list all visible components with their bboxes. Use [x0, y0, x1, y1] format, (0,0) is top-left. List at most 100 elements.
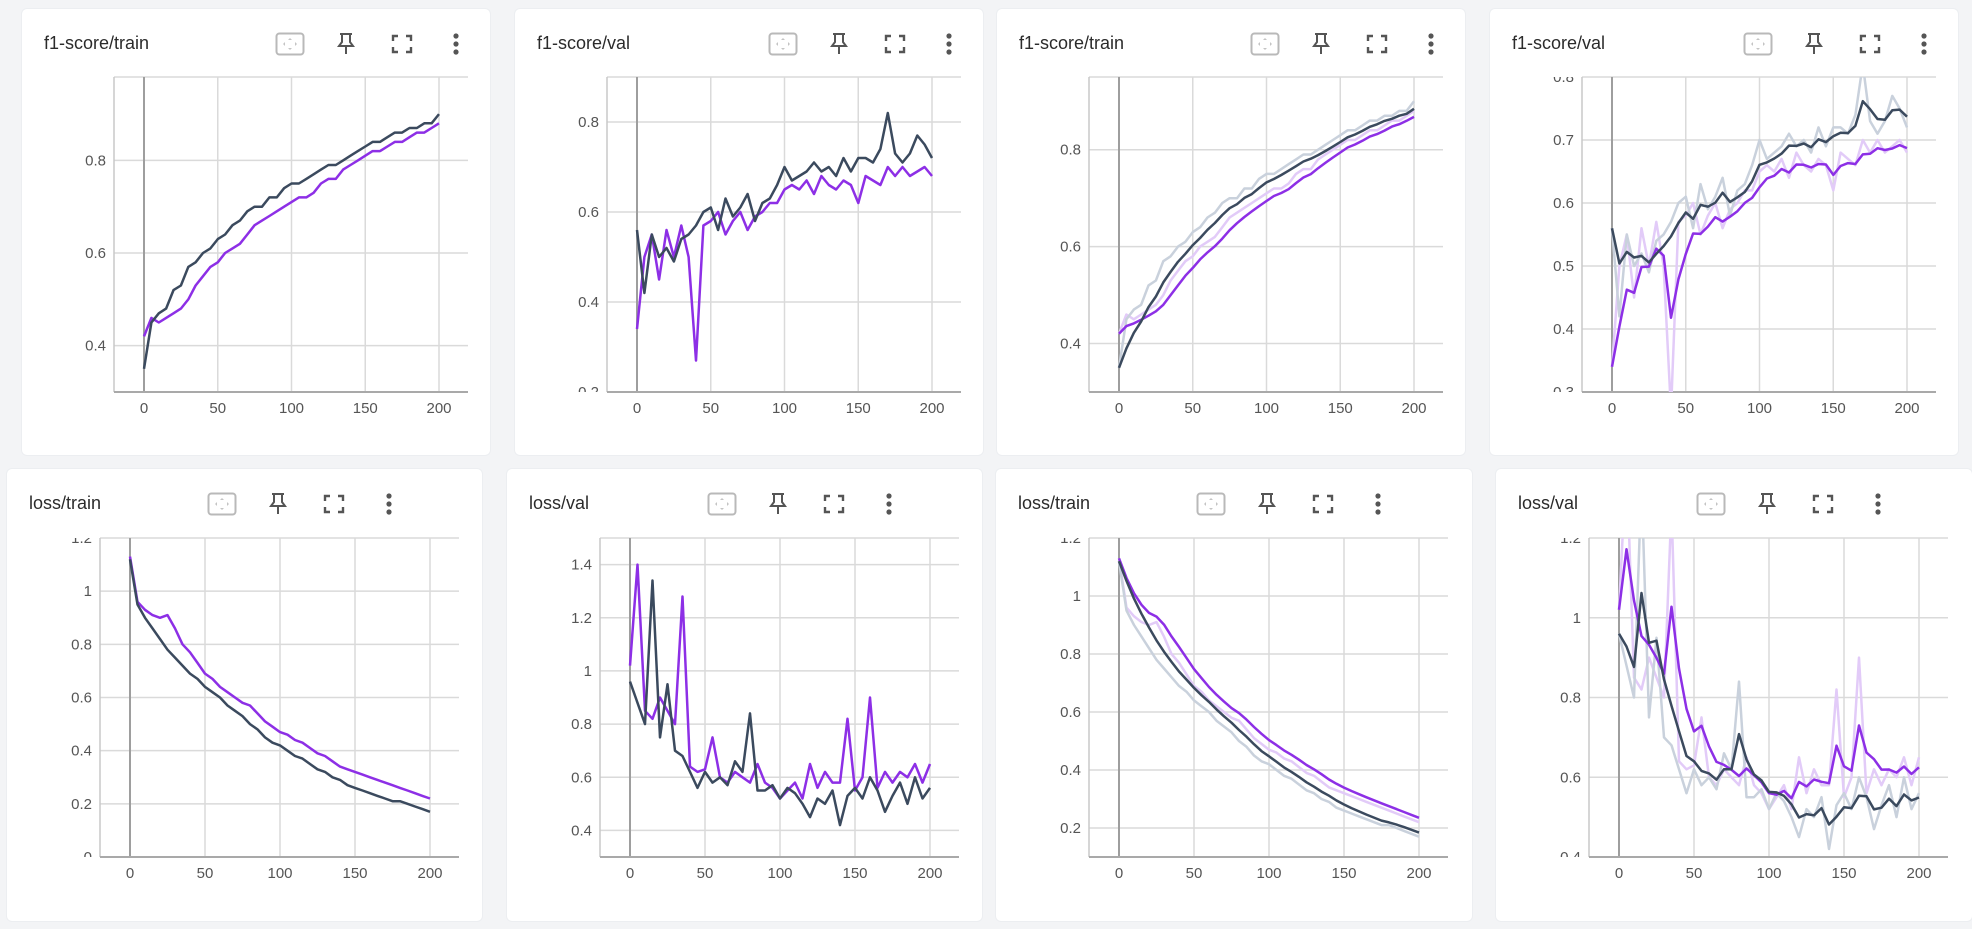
fit-domain-button[interactable]: [1695, 491, 1727, 517]
chart-title: loss/train: [1018, 493, 1091, 513]
fullscreen-button[interactable]: [1307, 491, 1339, 517]
y-tick-label: 0.4: [71, 743, 92, 760]
x-tick-label: 50: [1677, 400, 1694, 417]
y-tick-label: 0.4: [578, 294, 599, 311]
fullscreen-button[interactable]: [879, 31, 911, 57]
fullscreen-button[interactable]: [1361, 31, 1393, 57]
chart-title: loss/val: [529, 493, 590, 513]
x-tick-label: 50: [702, 400, 719, 417]
y-tick-label: 1: [1573, 610, 1581, 627]
y-tick-label: 1.2: [1560, 530, 1581, 547]
y-tick-label: 0.8: [1060, 646, 1081, 663]
pin-icon: [768, 492, 788, 516]
chart-plot[interactable]: 0.4 0.6 0.8 0 50 100 150 200: [997, 9, 1465, 455]
series-group: [628, 563, 932, 827]
series-group: [142, 113, 440, 369]
run-a-line: [142, 113, 440, 369]
fit-domain-button[interactable]: [1742, 31, 1774, 57]
y-tick-label: 0.4: [1560, 849, 1581, 866]
x-tick-label: 50: [697, 865, 714, 882]
fullscreen-button[interactable]: [818, 491, 850, 517]
pin-button[interactable]: [1751, 491, 1783, 517]
run-a-raw-line: [1610, 77, 1909, 318]
chart-plot[interactable]: 0.4 0.6 0.8 1 1.2 0 50 100 150 200: [1496, 469, 1972, 921]
y-tick-label: 0.6: [1560, 769, 1581, 786]
more-vert-button[interactable]: [873, 491, 905, 517]
pin-button[interactable]: [823, 31, 855, 57]
fit-domain-button[interactable]: [1249, 31, 1281, 57]
more-vert-icon: [1426, 32, 1436, 56]
run-b-smoothed-line: [1610, 143, 1908, 368]
series-group: [1617, 538, 1921, 851]
more-vert-button[interactable]: [440, 31, 472, 57]
fit-domain-button[interactable]: [1195, 491, 1227, 517]
pin-icon: [268, 492, 288, 516]
chart-plot[interactable]: 0.2 0.4 0.6 0.8 0 50 100 150 200: [515, 9, 983, 455]
run-b-line: [635, 165, 933, 362]
fit-domain-button[interactable]: [206, 491, 238, 517]
fullscreen-button[interactable]: [1807, 491, 1839, 517]
pin-button[interactable]: [1305, 31, 1337, 57]
chart-plot[interactable]: 0.4 0.6 0.8 1 1.2 1.4 0 50 100 150 200: [507, 469, 982, 921]
run-b-raw-line: [1117, 558, 1420, 824]
y-tick-label: 0.5: [1553, 258, 1574, 275]
run-a-line: [635, 111, 934, 295]
chart-title: f1-score/train: [44, 33, 150, 53]
pin-button[interactable]: [330, 31, 362, 57]
more-vert-button[interactable]: [1862, 491, 1894, 517]
run-a-raw-line: [1617, 538, 1921, 851]
run-a-raw-line: [1117, 561, 1420, 838]
x-tick-label: 200: [426, 400, 451, 417]
pin-icon: [1257, 492, 1277, 516]
pin-button[interactable]: [762, 491, 794, 517]
series-group: [635, 111, 934, 362]
pin-button[interactable]: [1798, 31, 1830, 57]
x-tick-label: 0: [140, 400, 148, 417]
chart-plot[interactable]: 0.4 0.6 0.8 0 50 100 150 200: [22, 9, 490, 455]
fullscreen-icon: [1859, 34, 1881, 54]
more-vert-button[interactable]: [1362, 491, 1394, 517]
chart-card-f1-train: f1-score/train 0.4 0.6 0.8 0 50 100 150 200: [22, 9, 490, 455]
y-tick-label: 0.6: [71, 690, 92, 707]
fullscreen-button[interactable]: [386, 31, 418, 57]
chart-card-f1-val-smoothed: f1-score/val 0.3 0.4 0.5 0.6 0.7 0.8 0 50 100 150 2…: [1490, 9, 1958, 455]
fullscreen-button[interactable]: [318, 491, 350, 517]
pin-button[interactable]: [262, 491, 294, 517]
run-a-raw-line: [1117, 100, 1415, 368]
x-tick-label: 150: [1831, 865, 1856, 882]
fit-domain-button[interactable]: [706, 491, 738, 517]
chart-card-f1-val: f1-score/val 0.2 0.4 0.6 0.8 0 50 100 150 200: [515, 9, 983, 455]
chart-plot[interactable]: 0.2 0.4 0.6 0.8 1 1.2 0 50 100 150 200: [996, 469, 1472, 921]
y-tick-label: 1.2: [571, 610, 592, 627]
x-tick-label: 200: [917, 865, 942, 882]
more-vert-button[interactable]: [933, 31, 965, 57]
pin-icon: [1311, 32, 1331, 56]
fit-domain-button[interactable]: [274, 31, 306, 57]
fit-domain-button[interactable]: [767, 31, 799, 57]
pin-icon: [829, 32, 849, 56]
x-tick-label: 100: [267, 865, 292, 882]
y-tick-label: 0.3: [1553, 384, 1574, 401]
chart-plot[interactable]: 0 0.2 0.4 0.6 0.8 1 1.2 0 50 100 150 200: [7, 469, 482, 921]
y-tick-label: 1.4: [571, 557, 592, 574]
more-vert-button[interactable]: [1908, 31, 1940, 57]
y-tick-label: 0.4: [1060, 336, 1081, 353]
y-tick-label: 0.6: [1060, 239, 1081, 256]
chart-card-loss-val-smoothed: loss/val 0.4 0.6 0.8 1 1.2 0 50 100 150 200: [1496, 469, 1972, 921]
y-tick-label: 0.6: [1553, 195, 1574, 212]
y-tick-label: 0.8: [71, 636, 92, 653]
chart-title: loss/val: [1518, 493, 1579, 513]
x-tick-label: 150: [846, 400, 871, 417]
chart-plot[interactable]: 0.3 0.4 0.5 0.6 0.7 0.8 0 50 100 150 200: [1490, 9, 1958, 455]
more-vert-button[interactable]: [1415, 31, 1447, 57]
pin-button[interactable]: [1251, 491, 1283, 517]
x-tick-label: 200: [417, 865, 442, 882]
y-tick-label: 0.8: [1560, 690, 1581, 707]
x-tick-label: 200: [1906, 865, 1931, 882]
y-tick-label: 0.2: [578, 384, 599, 401]
more-vert-button[interactable]: [373, 491, 405, 517]
pin-icon: [1804, 32, 1824, 56]
fullscreen-button[interactable]: [1854, 31, 1886, 57]
chart-title: f1-score/val: [537, 33, 631, 53]
chart-title: f1-score/val: [1512, 33, 1606, 53]
